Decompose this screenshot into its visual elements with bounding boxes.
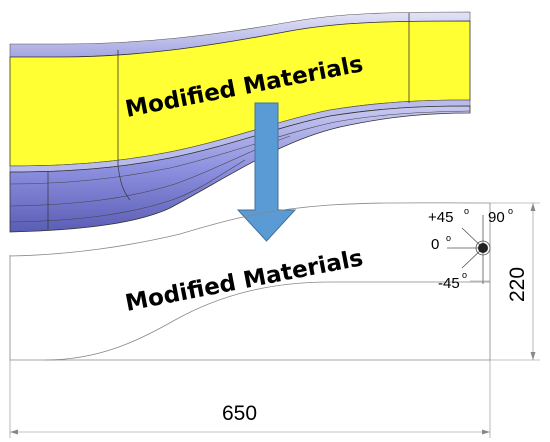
bottom-part-label: Modified Materials bbox=[123, 245, 365, 317]
top-part-fold-line-2 bbox=[9, 135, 291, 207]
width-arrow-left bbox=[10, 429, 18, 435]
ply-label-p45: +45 bbox=[428, 209, 453, 226]
ply-origin bbox=[478, 243, 488, 253]
drawing-upper-curve bbox=[9, 202, 491, 257]
ply-label-m45: -45 bbox=[438, 275, 460, 292]
top-part-fold-line-3 bbox=[9, 159, 246, 223]
height-arrow-top bbox=[530, 203, 536, 211]
ply-label-90-deg: o bbox=[508, 206, 513, 216]
height-arrow-bottom bbox=[530, 352, 536, 360]
drawing-blank-outline bbox=[9, 203, 491, 361]
top-part-section-line-4 bbox=[117, 165, 131, 201]
bottom-2d-drawing bbox=[9, 202, 540, 438]
ply-origin-ring bbox=[475, 240, 491, 256]
ply-label-90: 90 bbox=[488, 209, 505, 226]
drawing-lower-curve bbox=[44, 281, 490, 361]
top-3d-part bbox=[9, 11, 471, 233]
width-arrow-right bbox=[482, 429, 490, 435]
ply-label-m45-deg: o bbox=[462, 270, 467, 280]
top-part-fold-line-1 bbox=[9, 110, 471, 185]
height-dimension-value: 220 bbox=[506, 267, 529, 302]
down-arrow-shape bbox=[236, 102, 297, 242]
top-part-bottom-flange bbox=[9, 105, 471, 233]
ply-orientation-symbol bbox=[447, 215, 491, 284]
ply-label-p45-deg: o bbox=[464, 206, 469, 216]
ply-label-0: 0 bbox=[431, 236, 439, 253]
down-arrow bbox=[236, 102, 297, 242]
ply-label-0-deg: o bbox=[446, 233, 451, 243]
width-dimension-value: 650 bbox=[222, 402, 257, 425]
